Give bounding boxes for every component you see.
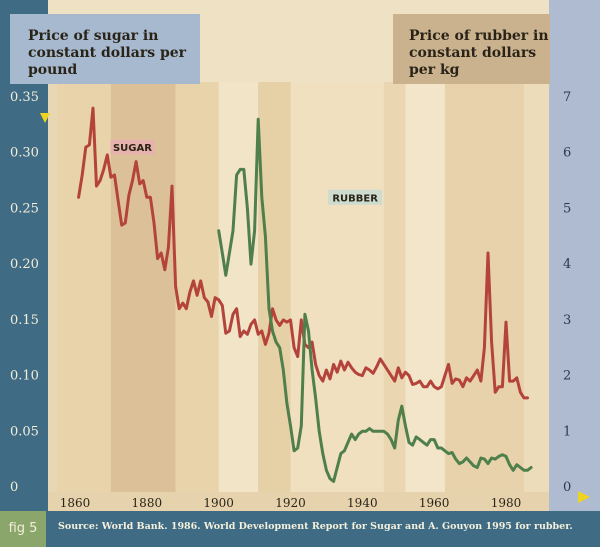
x-axis-ticks: 1860 1880 1900 1920 1940 1960 1980 [60,496,522,510]
decade-band [218,82,259,492]
left-tick-label: 0.20 [10,257,39,272]
left-axis-ticks: 0 0.05 0.10 0.15 0.20 0.25 0.30 0.35 [10,90,39,495]
decade-band [444,82,524,492]
right-tick-label: 0 [563,480,571,495]
x-axis-band [48,492,549,512]
right-tick-label: 1 [563,424,571,439]
x-tick-label: 1980 [491,496,522,510]
decade-band [175,82,219,492]
decade-band [405,82,445,492]
series-tag-sugar: SUGAR [113,143,152,154]
x-tick-label: 1940 [347,496,378,510]
left-tick-label: 0.10 [10,369,39,384]
left-tick-label: 0.35 [10,90,39,105]
right-tick-label: 6 [563,146,571,161]
left-axis-band [0,0,48,547]
decade-band [523,82,550,492]
sugar-axis-title: Price of sugar in constant dollars per p… [10,14,200,84]
right-tick-label: 5 [563,201,571,216]
series-line-rubber [217,117,533,483]
decade-band [383,82,406,492]
series-tag-background [328,189,383,205]
left-tick-label: 0 [10,480,18,495]
right-axis-ticks: 0 1 2 3 4 5 6 7 [563,90,571,495]
x-tick-label: 1920 [275,496,306,510]
right-tick-label: 2 [563,369,571,384]
left-tick-label: 0.05 [10,424,39,439]
annotation-layer: SUGAR RUBBER [110,139,383,205]
series-layer [77,106,533,483]
decade-band [57,82,111,492]
figure-label: fig 5 [0,511,46,547]
x-tick-label: 1880 [132,496,163,510]
left-tick-label: 0.30 [10,146,39,161]
source-note: Source: World Bank. 1986. World Developm… [58,521,573,532]
series-tag-background [110,139,155,155]
right-tick-label: 7 [563,90,571,105]
series-tag-rubber: RUBBER [332,193,378,204]
rubber-axis-title: Price of rubber in constant dollars per … [393,14,550,84]
decade-bands [57,82,550,492]
right-axis-band [549,0,600,547]
left-tick-label: 0.25 [10,201,39,216]
decade-band [258,82,291,492]
left-tick-label: 0.15 [10,313,39,328]
x-tick-label: 1900 [203,496,234,510]
left-axis-arrow-icon [40,113,50,123]
decade-band [290,82,384,492]
right-tick-label: 4 [563,257,571,272]
footer-band [0,511,600,547]
right-axis-arrow-icon [578,491,590,503]
x-tick-label: 1960 [419,496,450,510]
right-tick-label: 3 [563,313,571,328]
x-tick-label: 1860 [60,496,91,510]
